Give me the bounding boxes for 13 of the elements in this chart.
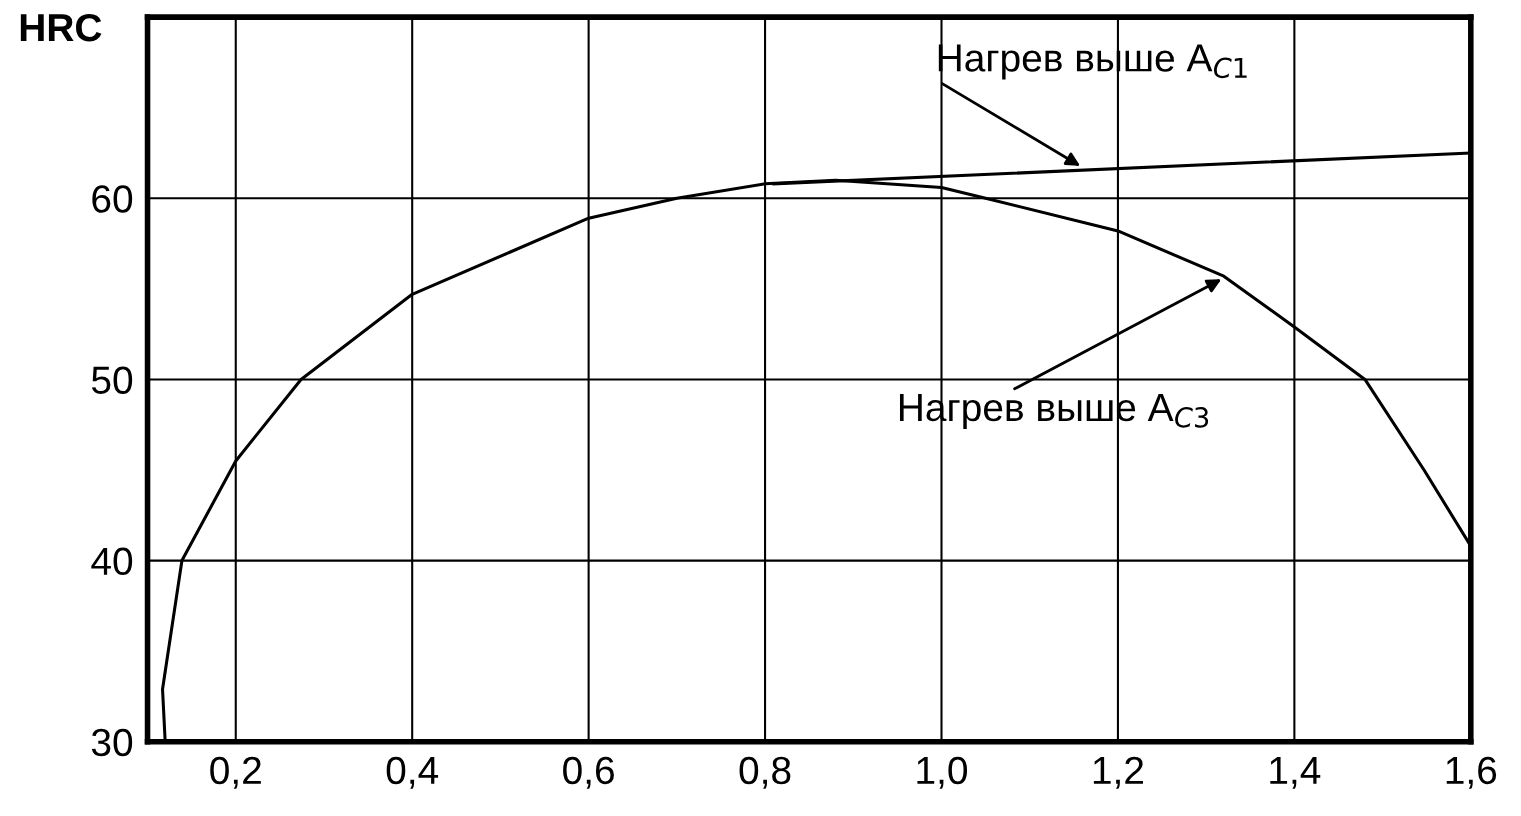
x-tick-label: 1,2: [1093, 756, 1144, 789]
y-axis-title: HRC: [20, 13, 102, 42]
x-tick-label: 0,6: [563, 756, 614, 789]
x-tick-label: 1,6: [1446, 756, 1497, 789]
x-tick-label: 1,0: [917, 756, 968, 789]
x-tick-label: 0,4: [386, 756, 439, 789]
x-tick-label: 0,2: [210, 756, 261, 789]
x-tick-label: 1,4: [1270, 757, 1321, 789]
y-tick-label: 50: [91, 366, 133, 394]
x-tick-label: 0,8: [739, 756, 791, 789]
y-tick-label: 30: [91, 728, 133, 757]
y-tick-label: 60: [92, 185, 133, 213]
y-tick-label: 40: [91, 547, 133, 576]
